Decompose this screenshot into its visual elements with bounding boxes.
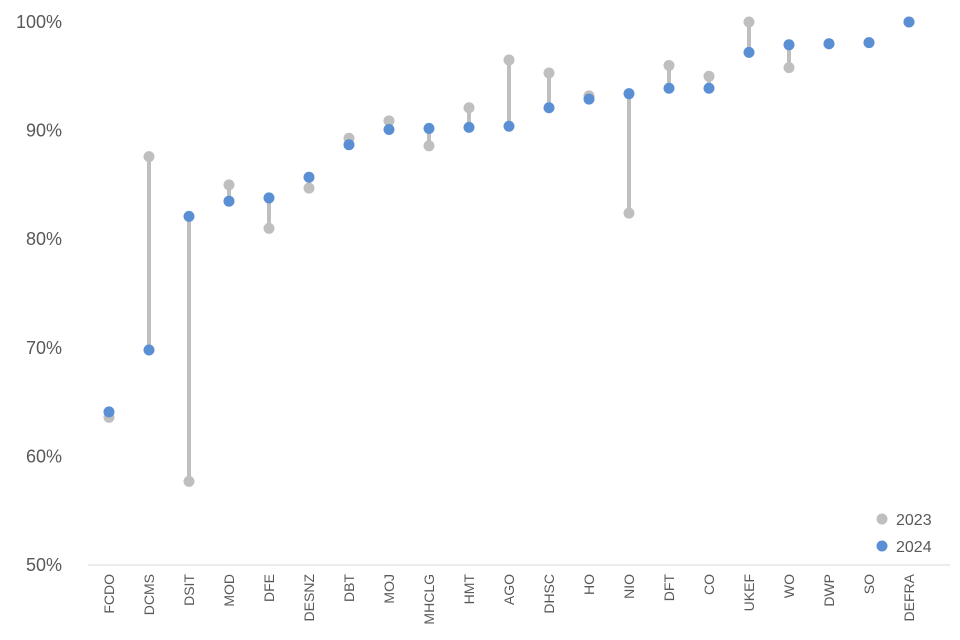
legend-marker-2023 (876, 513, 888, 525)
x-tick-label-nio: NIO (621, 574, 637, 599)
x-tick-label-mhclg: MHCLG (421, 574, 437, 625)
x-tick-label-desnz: DESNZ (301, 574, 317, 622)
point-2024-dfe (263, 192, 275, 204)
y-tick-label: 90% (26, 121, 62, 141)
point-2024-co (703, 82, 715, 94)
point-2023-nio (623, 207, 635, 219)
point-2024-moj (383, 124, 395, 136)
point-2023-wo (783, 62, 795, 74)
point-2023-dcms (143, 151, 155, 163)
x-tick-label-wo: WO (781, 574, 797, 598)
point-2023-moj (383, 115, 395, 127)
point-2023-dfe (263, 222, 275, 234)
x-tick-label-fcdo: FCDO (101, 574, 117, 614)
point-2024-ukef (743, 46, 755, 58)
point-2023-ago (503, 54, 515, 66)
point-2023-co (703, 70, 715, 82)
point-2023-desnz (303, 182, 315, 194)
legend: 2023 2024 (876, 512, 932, 556)
x-tick-label-dbt: DBT (341, 574, 357, 602)
y-tick-label: 60% (26, 446, 62, 466)
point-2024-dbt (343, 139, 355, 151)
x-tick-label-ho: HO (581, 574, 597, 595)
point-2024-nio (623, 88, 635, 100)
x-tick-label-mod: MOD (221, 574, 237, 607)
point-2024-ago (503, 120, 515, 132)
point-2023-dhsc (543, 67, 555, 79)
y-axis: 50% 60% 70% 80% 90% 100% (16, 12, 62, 575)
point-2024-dft (663, 82, 675, 94)
point-2024-dcms (143, 344, 155, 356)
point-2023-mod (223, 179, 235, 191)
point-2024-dsit (183, 210, 195, 222)
connectors (107, 22, 791, 482)
point-2023-mhclg (423, 140, 435, 152)
x-tick-label-defra: DEFRA (901, 573, 917, 621)
point-2023-hmt (463, 102, 475, 114)
point-2024-ho (583, 93, 595, 105)
point-2024-mod (223, 195, 235, 207)
x-tick-label-dft: DFT (661, 574, 677, 602)
x-tick-label-moj: MOJ (381, 574, 397, 604)
x-tick-label-dwp: DWP (821, 574, 837, 607)
point-2024-wo (783, 39, 795, 51)
x-tick-label-dsit: DSIT (181, 574, 197, 606)
point-2024-dhsc (543, 102, 555, 114)
y-tick-label: 100% (16, 12, 62, 32)
x-axis: FCDO DCMS DSIT MOD DFE DESNZ DBT MOJ MHCLG HMT AGO… (101, 573, 917, 624)
x-tick-label-so: SO (861, 574, 877, 594)
x-tick-label-ukef: UKEF (741, 574, 757, 611)
point-2024-hmt (463, 121, 475, 133)
x-tick-label-hmt: HMT (461, 574, 477, 605)
x-tick-label-dfe: DFE (261, 574, 277, 602)
point-2024-so (863, 37, 875, 49)
point-2024-defra (903, 16, 915, 28)
x-tick-label-dcms: DCMS (141, 574, 157, 615)
x-tick-label-dhsc: DHSC (541, 574, 557, 614)
series-2024-points (103, 16, 915, 418)
point-2023-ukef (743, 16, 755, 28)
legend-label-2024: 2024 (896, 539, 932, 556)
point-2024-mhclg (423, 122, 435, 134)
point-2024-dwp (823, 38, 835, 50)
point-2024-desnz (303, 171, 315, 183)
point-2023-dsit (183, 475, 195, 487)
point-2023-dft (663, 59, 675, 71)
y-tick-label: 50% (26, 555, 62, 575)
legend-marker-2024 (876, 540, 888, 552)
x-tick-label-co: CO (701, 574, 717, 595)
legend-label-2023: 2023 (896, 512, 932, 529)
x-tick-label-ago: AGO (501, 574, 517, 605)
y-tick-label: 80% (26, 229, 62, 249)
point-2024-fcdo (103, 406, 115, 418)
y-tick-label: 70% (26, 338, 62, 358)
